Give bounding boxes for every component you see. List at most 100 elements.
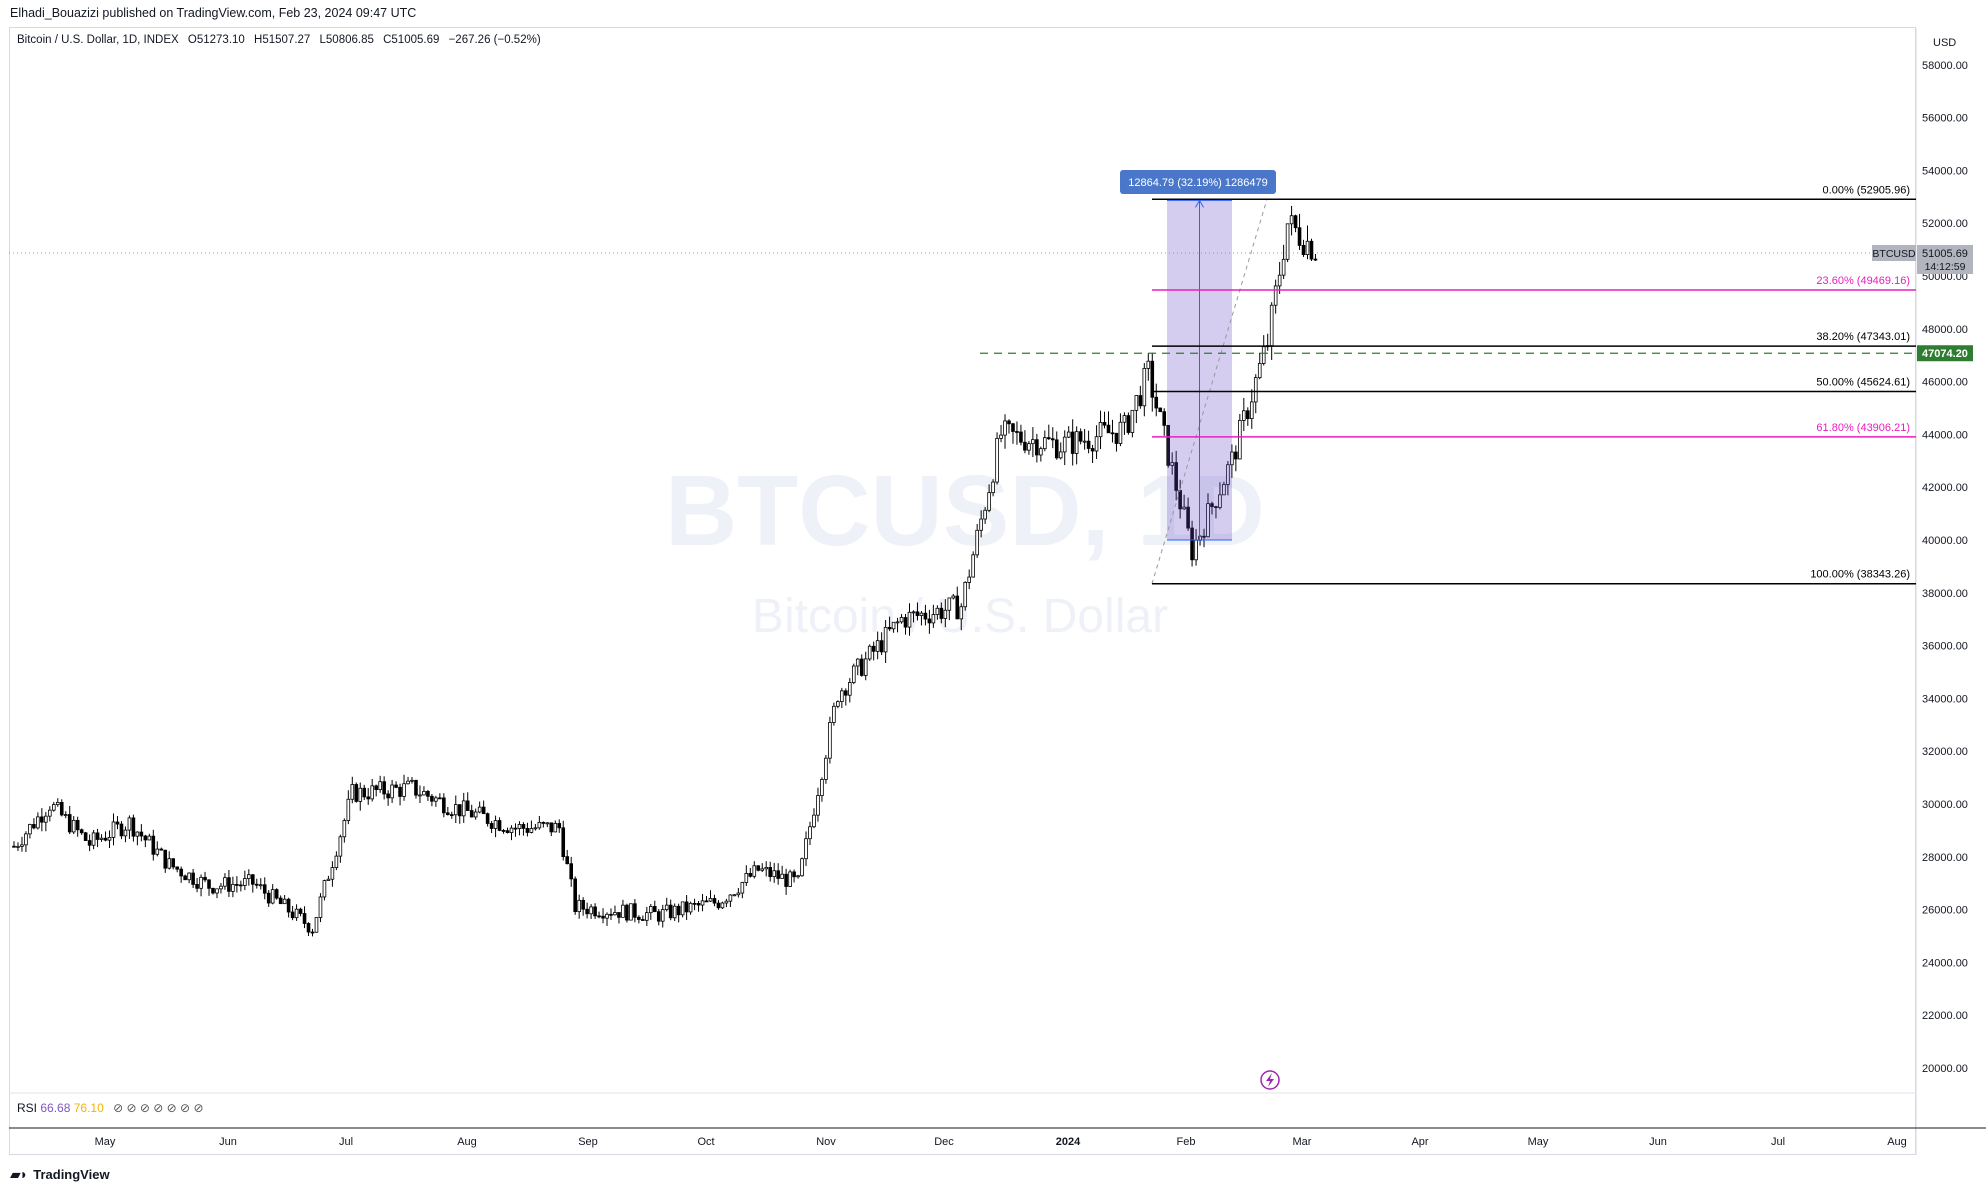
candle-body [346,798,351,821]
candle-body [867,645,872,660]
candle-body [32,824,36,829]
candle-body [410,779,414,782]
candle-body [155,848,160,855]
candle-body [449,814,454,817]
candle-body [533,827,538,830]
candle-body [183,875,187,881]
candle-body [971,554,975,578]
candle-body [1050,438,1055,441]
candle-body [664,904,669,910]
measure-label-bg [1120,170,1276,194]
candle-body [469,810,474,818]
time-axis[interactable]: May Jun Jul Aug Sep Oct Nov Dec 2024 Feb Mar Apr May… [95,1136,1907,1148]
candle-body [549,822,554,833]
candle-body [1158,407,1163,413]
candle-body [374,785,378,791]
candle-body [87,840,92,846]
candle-body [394,784,398,788]
candle-body [1186,506,1190,529]
measure-tool[interactable]: 12864.79 (32.19%) 1286479 [1120,170,1276,541]
candle-body [955,595,960,620]
symbol-title[interactable]: Bitcoin / U.S. Dollar, 1D, INDEX [17,34,179,46]
price-badge-symbol-bg [1872,245,1916,261]
candle-body [621,904,625,918]
candle-body [354,784,359,802]
candle-body [728,894,733,902]
dashed-level-label: 47074.20 [1922,348,1968,360]
candle-body [91,832,96,846]
candle-body [855,658,860,667]
candle-body [1003,420,1007,436]
candle-body [95,832,100,840]
candle-body [243,878,247,886]
symbol-legend: Bitcoin / U.S. Dollar, 1D, INDEX O51273.… [17,34,547,46]
candle-body [987,492,991,511]
candle-body [1126,415,1131,433]
candle-body [700,900,705,906]
candle-body [1130,409,1135,433]
candle-body [274,889,279,899]
lightning-icon[interactable] [1260,1070,1280,1090]
candle-body [326,878,331,882]
price-badge-symbol: BTCUSD [1872,248,1916,260]
candle-body [1058,451,1063,459]
candle-body [191,872,195,885]
candle-body [111,821,116,838]
candle-body [107,837,112,841]
candle-body [422,791,426,796]
dashed-level[interactable]: 47074.20 [980,345,1973,362]
y-tick-8: 42000.00 [1922,482,1968,494]
candle-body [362,787,367,798]
rsi-legend: RSI 66.68 76.10 ⊘ ⊘ ⊘ ⊘ ⊘ ⊘ ⊘ [17,1101,204,1115]
candle-body [179,868,183,877]
candle-body [828,722,832,759]
candle-body [577,899,581,913]
candle-body [1297,227,1302,246]
currency-label[interactable]: USD [1933,37,1957,49]
candle-body [863,658,868,676]
candle-body [386,793,390,799]
candle-body [752,865,757,877]
candle-body [1309,240,1314,260]
hidden-input-icon[interactable]: ⊘ ⊘ ⊘ ⊘ ⊘ ⊘ ⊘ [113,1101,204,1115]
candle-body [195,884,199,889]
candle-body [545,822,550,825]
candle-body [991,481,995,494]
x-tick-10: Mar [1293,1136,1312,1148]
price-axis[interactable]: 58000.0056000.0054000.0052000.0050000.00… [1922,60,1968,1075]
candle-body [959,606,964,620]
rsi-label[interactable]: RSI [17,1101,38,1115]
candle-body [477,806,482,813]
candle-body [426,791,430,797]
candle-body [812,814,816,828]
candle-body [131,817,136,837]
candle-body [692,902,697,905]
candle-body [1285,223,1290,260]
y-tick-6: 46000.00 [1922,377,1968,389]
candle-body [529,828,534,833]
candle-body [103,837,108,841]
candle-body [203,876,207,881]
candle-body [1043,437,1047,450]
fib-level-label-2: 38.20% (47343.01) [1816,331,1910,343]
candle-body [1098,422,1103,438]
candle-body [438,797,442,800]
candle-body [99,837,104,840]
measure-arrowhead-icon [1195,199,1204,208]
candle-body [513,827,518,830]
candle-body [1230,451,1234,466]
x-tick-7: Dec [934,1136,954,1148]
candle-body [457,804,462,817]
candle-body [175,866,179,870]
measure-label: 12864.79 (32.19%) 1286479 [1128,177,1267,189]
candle-body [446,812,450,816]
candle-body [1015,431,1019,433]
candle-body [314,917,319,933]
candle-body [1062,436,1067,453]
fib-retracement[interactable]: 0.00% (52905.96) 23.60% (49469.16) 38.20% … [1151,184,1916,585]
candle-body [943,609,948,619]
candle-body [294,908,299,919]
candle-body [509,827,514,833]
candle-body [461,800,466,817]
